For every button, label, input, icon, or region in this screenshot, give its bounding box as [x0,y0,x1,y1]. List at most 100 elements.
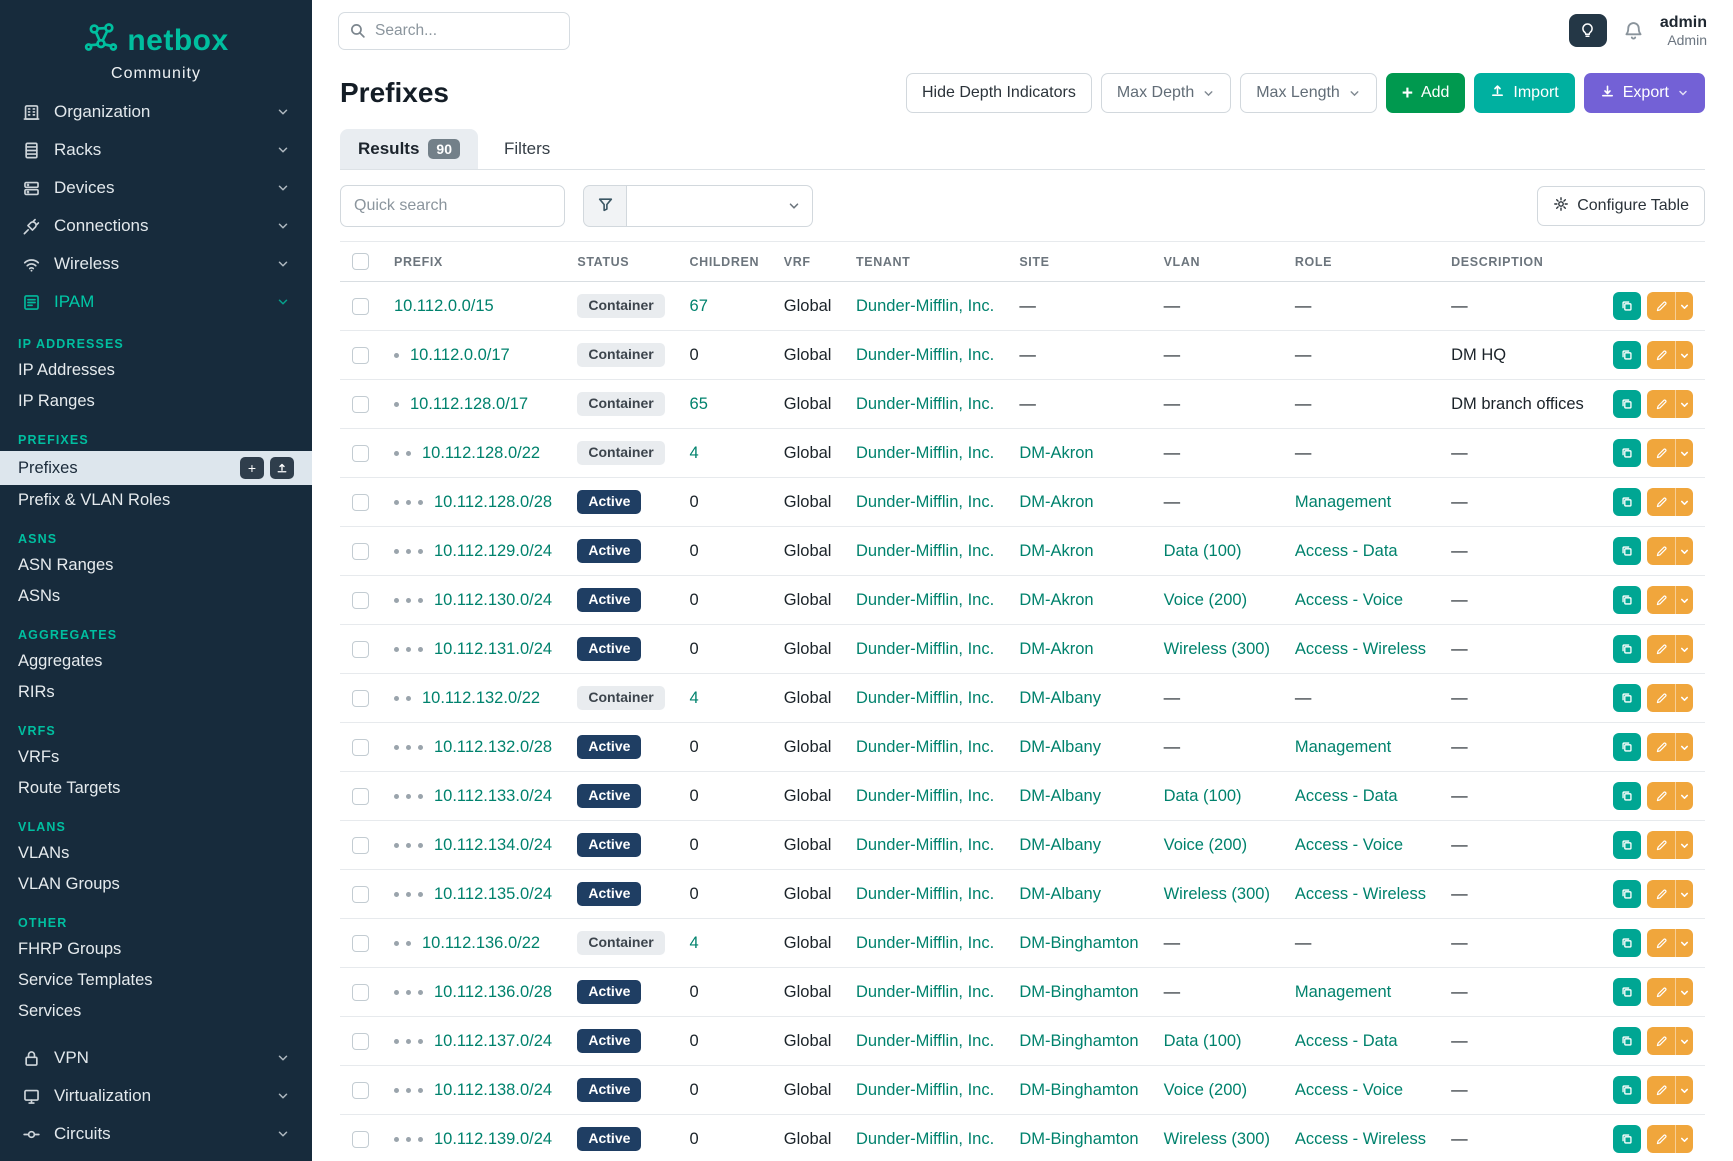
children-count-link[interactable]: 4 [689,443,699,462]
edit-dropdown-button[interactable] [1675,390,1693,418]
edit-button[interactable] [1647,831,1675,859]
role-link[interactable]: Access - Wireless [1294,884,1426,903]
saved-filter-select[interactable] [627,185,813,227]
prefix-link[interactable]: 10.112.128.0/28 [434,492,553,511]
vlan-link[interactable]: Voice (200) [1163,835,1248,854]
tenant-link[interactable]: Dunder-Mifflin, Inc. [856,590,995,609]
column-header-vlan[interactable]: VLAN [1151,241,1283,282]
site-link[interactable]: DM-Binghamton [1019,982,1139,1001]
sidebar-item-vrfs[interactable]: VRFs [0,742,312,773]
role-link[interactable]: Access - Voice [1294,590,1404,609]
clone-button[interactable] [1613,880,1641,908]
prefix-link[interactable]: 10.112.132.0/28 [434,737,553,756]
edit-button[interactable] [1647,978,1675,1006]
edit-button[interactable] [1647,684,1675,712]
tenant-link[interactable]: Dunder-Mifflin, Inc. [856,1129,995,1148]
edit-button[interactable] [1647,635,1675,663]
vlan-link[interactable]: Wireless (300) [1163,884,1270,903]
site-link[interactable]: DM-Albany [1019,835,1101,854]
row-checkbox[interactable] [352,542,369,560]
prefix-link[interactable]: 10.112.132.0/22 [422,688,541,707]
tenant-link[interactable]: Dunder-Mifflin, Inc. [856,296,995,315]
prefix-link[interactable]: 10.112.129.0/24 [434,541,553,560]
clone-button[interactable] [1613,1027,1641,1055]
prefix-link[interactable]: 10.112.136.0/22 [422,933,541,952]
sidebar-item-service-templates[interactable]: Service Templates [0,965,312,996]
row-checkbox[interactable] [352,1032,369,1050]
site-link[interactable]: DM-Albany [1019,737,1101,756]
sidebar-item-organization[interactable]: Organization [0,93,312,131]
column-header-status[interactable]: STATUS [565,241,678,282]
edit-dropdown-button[interactable] [1675,586,1693,614]
tenant-link[interactable]: Dunder-Mifflin, Inc. [856,884,995,903]
row-checkbox[interactable] [352,640,369,658]
edit-button[interactable] [1647,390,1675,418]
site-link[interactable]: DM-Binghamton [1019,933,1139,952]
sidebar-item-racks[interactable]: Racks [0,131,312,169]
tenant-link[interactable]: Dunder-Mifflin, Inc. [856,345,995,364]
prefix-link[interactable]: 10.112.128.0/22 [422,443,541,462]
sidebar-item-ip-ranges[interactable]: IP Ranges [0,386,312,417]
vlan-link[interactable]: Wireless (300) [1163,639,1270,658]
edit-button[interactable] [1647,782,1675,810]
site-link[interactable]: DM-Akron [1019,590,1094,609]
configure-table-button[interactable]: Configure Table [1537,186,1705,226]
column-header-prefix[interactable]: PREFIX [382,241,566,282]
column-header-role[interactable]: ROLE [1282,241,1440,282]
quick-add-button[interactable]: + [240,457,264,479]
prefix-link[interactable]: 10.112.136.0/28 [434,982,553,1001]
tenant-link[interactable]: Dunder-Mifflin, Inc. [856,492,995,511]
sidebar-item-fhrp-groups[interactable]: FHRP Groups [0,934,312,965]
row-checkbox[interactable] [352,689,369,707]
row-checkbox[interactable] [352,395,369,413]
global-search-input[interactable] [338,11,570,50]
column-header-description[interactable]: DESCRIPTION [1439,241,1597,282]
user-menu[interactable]: admin Admin [1660,14,1707,48]
edit-button[interactable] [1647,733,1675,761]
tab-results[interactable]: Results 90 [340,129,478,169]
max-length-dropdown[interactable]: Max Length [1240,73,1377,113]
clone-button[interactable] [1613,341,1641,369]
clone-button[interactable] [1613,1076,1641,1104]
row-checkbox[interactable] [352,591,369,609]
sidebar-item-services[interactable]: Services [0,996,312,1027]
max-depth-dropdown[interactable]: Max Depth [1100,73,1232,113]
sidebar-item-circuits[interactable]: Circuits [0,1115,312,1153]
clone-button[interactable] [1613,733,1641,761]
sidebar-item-virtualization[interactable]: Virtualization [0,1077,312,1115]
site-link[interactable]: DM-Akron [1019,541,1094,560]
children-count-link[interactable]: 65 [689,394,708,413]
tenant-link[interactable]: Dunder-Mifflin, Inc. [856,982,995,1001]
site-link[interactable]: DM-Albany [1019,884,1101,903]
tenant-link[interactable]: Dunder-Mifflin, Inc. [856,394,995,413]
row-checkbox[interactable] [352,297,369,315]
children-count-link[interactable]: 4 [689,933,699,952]
hide-depth-indicators-button[interactable]: Hide Depth Indicators [905,73,1092,113]
site-link[interactable]: DM-Binghamton [1019,1129,1139,1148]
sidebar-item-wireless[interactable]: Wireless [0,245,312,283]
row-checkbox[interactable] [352,787,369,805]
sidebar-item-vpn[interactable]: VPN [0,1039,312,1077]
role-link[interactable]: Access - Data [1294,786,1398,805]
row-checkbox[interactable] [352,1081,369,1099]
edit-dropdown-button[interactable] [1675,1125,1693,1153]
brand[interactable]: netbox Community [0,0,312,93]
row-checkbox[interactable] [352,885,369,903]
edit-button[interactable] [1647,929,1675,957]
sidebar-item-asn-ranges[interactable]: ASN Ranges [0,550,312,581]
sidebar-item-vlan-groups[interactable]: VLAN Groups [0,869,312,900]
row-checkbox[interactable] [352,836,369,854]
clone-button[interactable] [1613,1125,1641,1153]
clone-button[interactable] [1613,488,1641,516]
prefix-link[interactable]: 10.112.0.0/15 [394,296,494,315]
column-header-tenant[interactable]: TENANT [844,241,1008,282]
quick-import-button[interactable] [270,457,294,479]
children-count-link[interactable]: 67 [689,296,708,315]
row-checkbox[interactable] [352,346,369,364]
clone-button[interactable] [1613,684,1641,712]
vlan-link[interactable]: Data (100) [1163,541,1242,560]
vlan-link[interactable]: Voice (200) [1163,1080,1248,1099]
prefix-link[interactable]: 10.112.134.0/24 [434,835,553,854]
sidebar-item-ip-addresses[interactable]: IP Addresses [0,355,312,386]
prefix-link[interactable]: 10.112.0.0/17 [410,345,510,364]
